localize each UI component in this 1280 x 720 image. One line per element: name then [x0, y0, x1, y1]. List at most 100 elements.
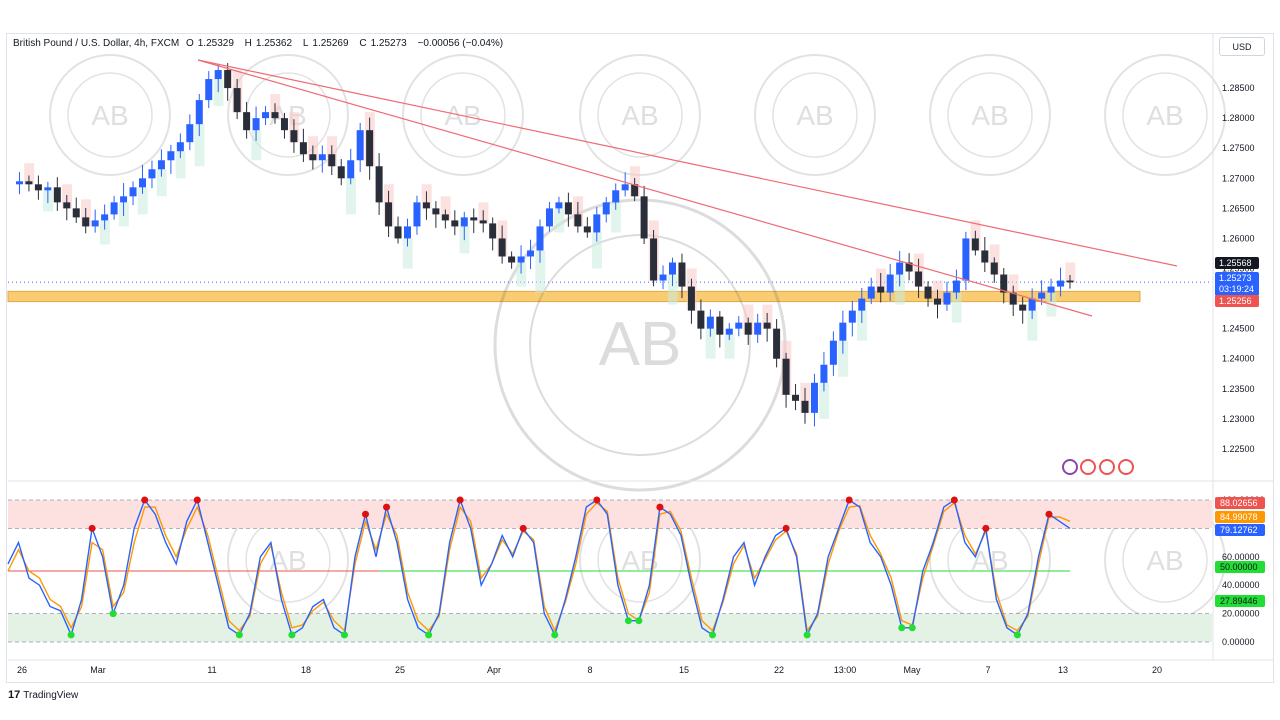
candle-body	[385, 202, 393, 227]
candle-body	[318, 154, 326, 161]
candle-body	[25, 181, 33, 185]
time-tick-label: 15	[679, 665, 689, 675]
osc-value-badge	[1215, 595, 1265, 607]
ohlc-change: −0.00056 (−0.04%)	[417, 38, 504, 49]
stoch-peak-dot	[982, 524, 990, 532]
stoch-peak-dot	[519, 524, 527, 532]
trend-cloud	[194, 124, 205, 167]
price-tick-label: 1.24500	[1222, 324, 1255, 334]
candle-body	[508, 256, 516, 263]
trend-cloud	[99, 220, 110, 245]
candle-body	[763, 322, 771, 329]
ohlc-close: C 1.25273	[359, 38, 407, 49]
candle-body	[924, 286, 932, 299]
candle-body	[971, 238, 979, 251]
brand-name[interactable]: TradingView	[23, 689, 79, 701]
watermark-logo: AB	[402, 54, 524, 176]
trend-cloud	[24, 163, 35, 185]
watermark-text: AB	[971, 100, 1008, 131]
candle-body	[839, 322, 847, 341]
trend-cloud	[213, 79, 224, 107]
candle-body	[280, 118, 288, 131]
stoch-trough-dot	[1013, 631, 1021, 639]
osc-value-text: 27.89446	[1220, 596, 1258, 606]
stoch-peak-dot	[950, 496, 958, 504]
candle-body	[612, 190, 620, 203]
osc-tick-label: 20.00000	[1222, 609, 1260, 619]
candle-body	[337, 166, 345, 179]
candle-body	[470, 217, 478, 221]
candle-body	[129, 187, 137, 197]
watermark-text: AB	[796, 100, 833, 131]
candle-body	[915, 271, 923, 287]
trend-cloud	[175, 151, 186, 179]
trend-cloud	[592, 232, 603, 269]
candle-body	[631, 184, 639, 197]
trend-cloud	[345, 178, 356, 215]
time-tick-label: 20	[1152, 665, 1162, 675]
candle-body	[782, 358, 790, 395]
osc-tick-label: 0.00000	[1222, 637, 1255, 647]
tradingview-logo-icon[interactable]: 17	[8, 689, 21, 701]
candle-body	[148, 169, 156, 179]
stoch-trough-dot	[235, 631, 243, 639]
watermark-large-inner	[529, 234, 751, 456]
stoch-trough-dot	[67, 631, 75, 639]
ohlc-high: H 1.25362	[244, 38, 293, 49]
candle-body	[252, 118, 260, 131]
candle-body	[848, 310, 856, 323]
stoch-trough-dot	[425, 631, 433, 639]
osc-value-badge	[1215, 524, 1265, 536]
time-tick-label: 13:00	[834, 665, 857, 675]
watermark-inner-ring	[420, 72, 506, 158]
stoch-peak-dot	[362, 510, 370, 518]
candle-body	[697, 310, 705, 329]
candle-body	[725, 328, 733, 335]
watermark-inner-ring	[597, 72, 683, 158]
candle-body	[53, 187, 61, 203]
candle-body	[498, 238, 506, 257]
event-flag-icon	[1062, 459, 1078, 475]
candle-body	[413, 202, 421, 227]
stoch-k-line	[7, 497, 1071, 638]
trend-cloud	[951, 292, 962, 323]
candle-body	[735, 322, 743, 329]
trend-cloud	[1065, 262, 1076, 283]
candle-body	[754, 322, 762, 335]
osc-value-badge	[1215, 511, 1265, 523]
candle-body	[290, 130, 298, 143]
stoch-trough-dot	[340, 631, 348, 639]
symbol-title[interactable]: British Pound / U.S. Dollar, 4h, FXCM	[13, 38, 180, 49]
candle-body	[706, 316, 714, 329]
currency-button[interactable]: USD	[1219, 37, 1265, 56]
watermark-logo: AB	[754, 54, 876, 176]
candle-body	[593, 214, 601, 233]
stoch-peak-dot	[593, 496, 601, 504]
candle-body	[299, 142, 307, 155]
candle-body	[489, 223, 497, 239]
trendline-lower	[197, 59, 1093, 317]
price-tick-label: 1.22500	[1222, 444, 1255, 454]
candle-body	[366, 130, 374, 167]
candle-body	[867, 286, 875, 299]
stoch-trough-dot	[803, 631, 811, 639]
time-tick-label: 18	[301, 665, 311, 675]
candle-body	[167, 151, 175, 161]
candle-body	[574, 214, 582, 227]
stoch-trough-dot	[624, 617, 632, 625]
stoch-peak-dot	[141, 496, 149, 504]
watermark-logo: AB	[49, 54, 171, 176]
osc-value-text: 50.00000	[1220, 562, 1258, 572]
candle-body	[886, 274, 894, 293]
candle-body	[1009, 292, 1017, 305]
watermark-logo: AB	[579, 54, 701, 176]
candle-body	[896, 262, 904, 275]
price-tick-label: 1.24000	[1222, 354, 1255, 364]
watermark-text: AB	[1146, 100, 1183, 131]
candle-body	[517, 256, 525, 263]
stoch-peak-dot	[88, 524, 96, 532]
trend-cloud	[819, 382, 830, 419]
candle-body	[773, 328, 781, 359]
price-label-badge	[1215, 272, 1259, 296]
